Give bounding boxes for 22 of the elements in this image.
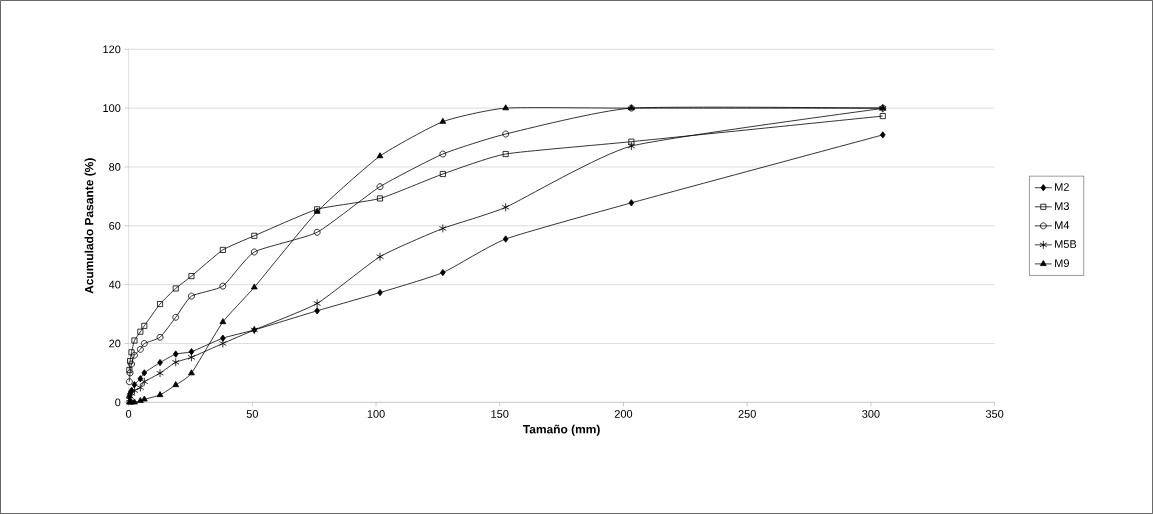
y-tick-label: 80	[109, 163, 121, 171]
y-tick-label: 0	[115, 398, 121, 407]
x-tick-label: 300	[862, 410, 880, 418]
y-tick-label: 120	[103, 45, 121, 54]
legend-label: M2	[1055, 183, 1069, 191]
legend-label: M5B	[1055, 240, 1077, 248]
x-tick-label: 250	[738, 410, 756, 418]
x-tick-label: 0	[125, 410, 132, 418]
x-tick-label: 150	[491, 410, 509, 418]
x-tick-label: 200	[614, 410, 633, 418]
x-axis-title: Tamaño (mm)	[523, 424, 600, 436]
y-tick-label: 20	[109, 339, 121, 348]
legend-label: M9	[1055, 259, 1069, 268]
x-tick-label: 350	[985, 410, 1004, 418]
y-tick-label: 100	[103, 104, 121, 113]
legend-label: M3	[1055, 202, 1069, 210]
x-tick-label: 100	[367, 410, 385, 418]
y-axis-title: Acumulado Pasante (%)	[84, 158, 96, 294]
y-tick-label: 60	[109, 221, 121, 230]
legend-label: M4	[1055, 221, 1070, 229]
y-tick-label: 40	[108, 280, 121, 289]
x-tick-label: 50	[246, 410, 258, 418]
